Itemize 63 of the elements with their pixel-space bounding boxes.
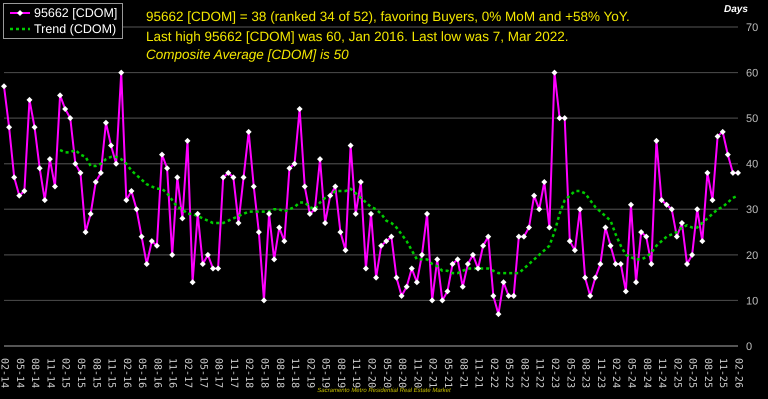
x-tick-label: 02-20: [366, 358, 376, 388]
x-tick-label: 05-25: [686, 358, 698, 388]
x-tick-label: 05-24: [625, 358, 636, 388]
x-tick-label: 11-17: [228, 358, 239, 388]
x-tick-label: 08-25: [702, 358, 713, 388]
x-tick-label: 11-15: [106, 358, 117, 388]
x-tick-label: 02-23: [549, 358, 560, 388]
x-tick-label: 02-15: [60, 358, 71, 388]
annotation: Composite Average [CDOM] is 50: [146, 47, 349, 62]
y-tick-label: 10: [746, 295, 758, 308]
x-tick-label: 11-23: [594, 358, 606, 388]
legend-label: Trend (CDOM): [34, 21, 116, 37]
x-tick-label: 05-17: [197, 358, 208, 388]
x-tick-label: 02-17: [182, 358, 193, 388]
x-tick-label: 02-14: [0, 358, 10, 388]
x-tick-label: 02-26: [732, 358, 744, 388]
x-tick-label: 05-18: [258, 358, 270, 388]
x-tick-label: 05-16: [136, 358, 148, 388]
x-tick-label: 02-24: [610, 358, 622, 388]
x-tick-label: 02-18: [243, 358, 254, 388]
y-axis-title: Days: [724, 4, 748, 15]
x-tick-label: 05-21: [442, 358, 453, 388]
x-tick-label: 11-21: [472, 358, 484, 388]
y-tick-label: 60: [746, 67, 758, 80]
x-tick-label: 08-14: [29, 358, 40, 388]
x-tick-label: 11-24: [656, 358, 668, 388]
x-tick-label: 08-20: [396, 358, 408, 388]
x-tick-label: 11-19: [350, 358, 362, 388]
x-tick-label: 11-25: [717, 358, 728, 388]
y-tick-label: 70: [746, 22, 758, 34]
x-tick-label: 05-15: [74, 358, 86, 388]
y-tick-label: 40: [746, 158, 758, 171]
x-tick-label: 11-22: [534, 358, 545, 388]
x-tick-label: 08-22: [518, 358, 530, 388]
x-tick-label: 11-18: [289, 358, 300, 388]
x-tick-label: 05-19: [320, 358, 331, 388]
x-tick-label: 11-20: [411, 358, 422, 388]
x-tick-label: 05-14: [14, 358, 25, 388]
chart-subtitle: Last high 95662 [CDOM] was 60, Jan 2016. Last low was 7, Mar 2022.: [146, 29, 568, 44]
x-tick-label: 11-16: [166, 358, 178, 388]
x-tick-label: 08-21: [457, 358, 468, 388]
x-tick-label: 02-16: [120, 358, 132, 388]
x-tick-label: 11-14: [44, 358, 56, 388]
x-tick-label: 08-23: [580, 358, 591, 388]
x-tick-label: 02-19: [304, 358, 316, 388]
legend-label: 95662 [CDOM]: [34, 5, 118, 21]
x-tick-label: 08-15: [90, 358, 102, 388]
y-tick-label: 0: [746, 340, 752, 353]
x-tick-label: 05-22: [503, 358, 514, 388]
x-tick-label: 08-17: [212, 358, 224, 388]
chart-title: 95662 [CDOM] = 38 (ranked 34 of 52), favoring Buyers, 0% MoM and +58% YoY.: [146, 9, 630, 24]
x-tick-label: 05-23: [564, 358, 576, 388]
x-tick-label: 08-16: [151, 358, 162, 388]
x-tick-label: 02-21: [426, 358, 438, 388]
x-tick-label: 02-22: [488, 358, 499, 388]
x-tick-label: 05-20: [380, 358, 392, 388]
x-tick-label: 02-25: [671, 358, 682, 388]
y-tick-label: 30: [746, 204, 758, 216]
y-tick-label: 20: [746, 250, 758, 262]
y-tick-label: 50: [746, 113, 758, 126]
x-tick-label: 08-19: [334, 358, 346, 388]
x-tick-label: 08-24: [640, 358, 652, 388]
x-tick-label: 08-18: [274, 358, 285, 388]
